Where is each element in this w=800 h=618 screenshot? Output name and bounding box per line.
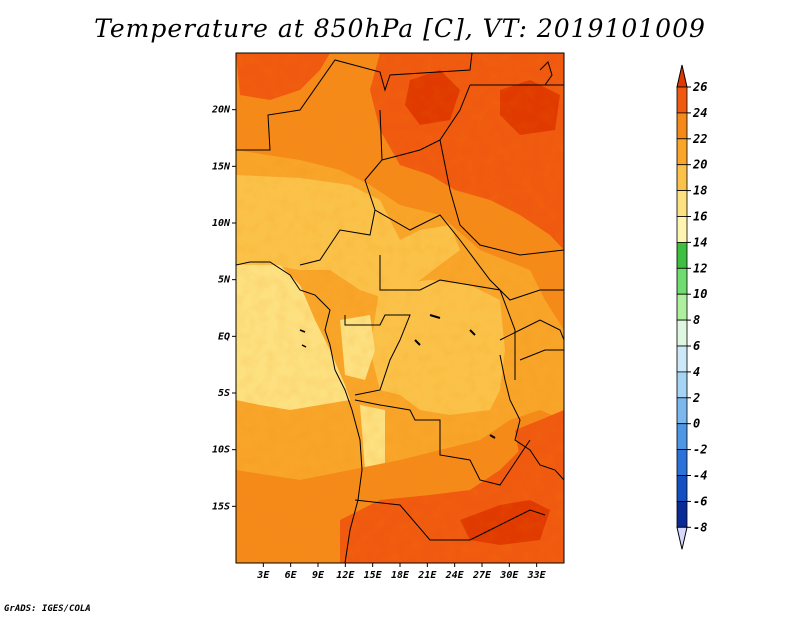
credit-text: GrADS: IGES/COLA bbox=[4, 604, 91, 614]
sahel-borders bbox=[299, 84, 564, 266]
colorbar-swatch bbox=[676, 267, 688, 295]
boundaries bbox=[236, 53, 564, 563]
lon-tick-label: 6E bbox=[285, 570, 298, 581]
longitude-axis: 3E 6E 9E 12E 15E 18E 21E 24E 27E 30E 33E bbox=[256, 563, 547, 581]
lat-tick-label: 10S bbox=[212, 445, 230, 456]
lon-tick-label: 9E bbox=[312, 570, 325, 581]
colorbar-swatch bbox=[676, 475, 688, 502]
colorbar-swatch bbox=[676, 449, 688, 476]
colorbar-swatch bbox=[676, 190, 688, 217]
colorbar-swatch bbox=[676, 397, 688, 425]
colorbar-label: 12 bbox=[693, 261, 707, 275]
gabon-congo-borders bbox=[344, 314, 411, 396]
colorbar-swatch bbox=[676, 500, 688, 528]
colorbar-swatch bbox=[676, 216, 688, 243]
colorbar-swatch bbox=[676, 319, 688, 347]
colorbar-label: 10 bbox=[693, 287, 707, 301]
lon-tick-label: 12E bbox=[336, 570, 355, 581]
colorbar-swatch bbox=[676, 371, 688, 399]
latitude-axis: 20N 15N 10N 5N EQ 5S 10S 15S bbox=[211, 105, 236, 512]
colorbar-label: 8 bbox=[693, 313, 700, 327]
car-borders bbox=[374, 209, 564, 301]
colorbar-label: -4 bbox=[693, 469, 707, 483]
lon-tick-label: 3E bbox=[256, 570, 270, 581]
west-coastline bbox=[236, 261, 363, 563]
lon-tick-label: 30E bbox=[499, 570, 519, 581]
lat-tick-label: 15S bbox=[212, 501, 230, 512]
angola-zambia-borders bbox=[354, 499, 546, 541]
colorbar-label: 0 bbox=[693, 417, 700, 431]
drc-angola-borders bbox=[354, 399, 531, 486]
colorbar-swatch bbox=[676, 112, 688, 140]
colorbar-swatch bbox=[676, 293, 688, 321]
colorbar-swatch bbox=[676, 423, 688, 451]
colorbar-label: 20 bbox=[692, 158, 707, 172]
colorbar-label: 2 bbox=[692, 391, 700, 405]
lat-tick-label: 15N bbox=[212, 161, 231, 172]
colorbar-top-triangle bbox=[676, 64, 688, 88]
lat-tick-label: 10N bbox=[212, 218, 231, 229]
map-title: Temperature at 850hPa [C], VT: 201910100… bbox=[94, 14, 706, 43]
colorbar-swatch bbox=[676, 138, 688, 166]
colorbar-label: 26 bbox=[692, 80, 707, 94]
colorbar-swatch bbox=[676, 345, 688, 373]
lon-tick-label: 18E bbox=[391, 570, 410, 581]
east-african-borders bbox=[499, 354, 564, 481]
colorbar-label: -8 bbox=[693, 520, 707, 534]
colorbar-bottom-triangle bbox=[676, 526, 688, 550]
lon-tick-label: 24E bbox=[445, 570, 465, 581]
colorbar-label: 6 bbox=[693, 339, 700, 353]
lon-tick-label: 33E bbox=[527, 570, 547, 581]
temperature-field bbox=[236, 53, 564, 563]
lon-tick-label: 27E bbox=[472, 570, 492, 581]
colorbar-swatch bbox=[676, 164, 688, 191]
colorbar-label: 24 bbox=[692, 106, 707, 120]
lat-tick-label: 5S bbox=[218, 388, 230, 399]
colorbar-label: -6 bbox=[693, 494, 707, 508]
lon-tick-label: 21E bbox=[417, 570, 437, 581]
colorbar-label: 14 bbox=[693, 235, 707, 249]
colorbar-label: 22 bbox=[692, 132, 707, 146]
colorbar-swatch bbox=[676, 86, 688, 114]
islands bbox=[299, 329, 307, 348]
lake-region-borders bbox=[499, 319, 564, 361]
lat-tick-label: 20N bbox=[211, 105, 231, 116]
chad-sudan-borders bbox=[381, 84, 564, 256]
red-sea-coast bbox=[539, 61, 553, 86]
colorbar-label: -2 bbox=[693, 443, 707, 457]
colorbar-label: 16 bbox=[693, 210, 707, 224]
colorbar-label: 4 bbox=[693, 365, 700, 379]
colorbar-swatch bbox=[676, 241, 688, 269]
colorbar-label: 18 bbox=[693, 184, 707, 198]
congo-north-borders bbox=[379, 255, 516, 380]
lakes bbox=[414, 314, 496, 439]
northern-borders bbox=[236, 53, 473, 151]
field-texture bbox=[236, 53, 564, 563]
lat-tick-label: EQ bbox=[218, 331, 230, 342]
lon-tick-label: 15E bbox=[364, 570, 383, 581]
lat-tick-label: 5N bbox=[218, 275, 231, 286]
